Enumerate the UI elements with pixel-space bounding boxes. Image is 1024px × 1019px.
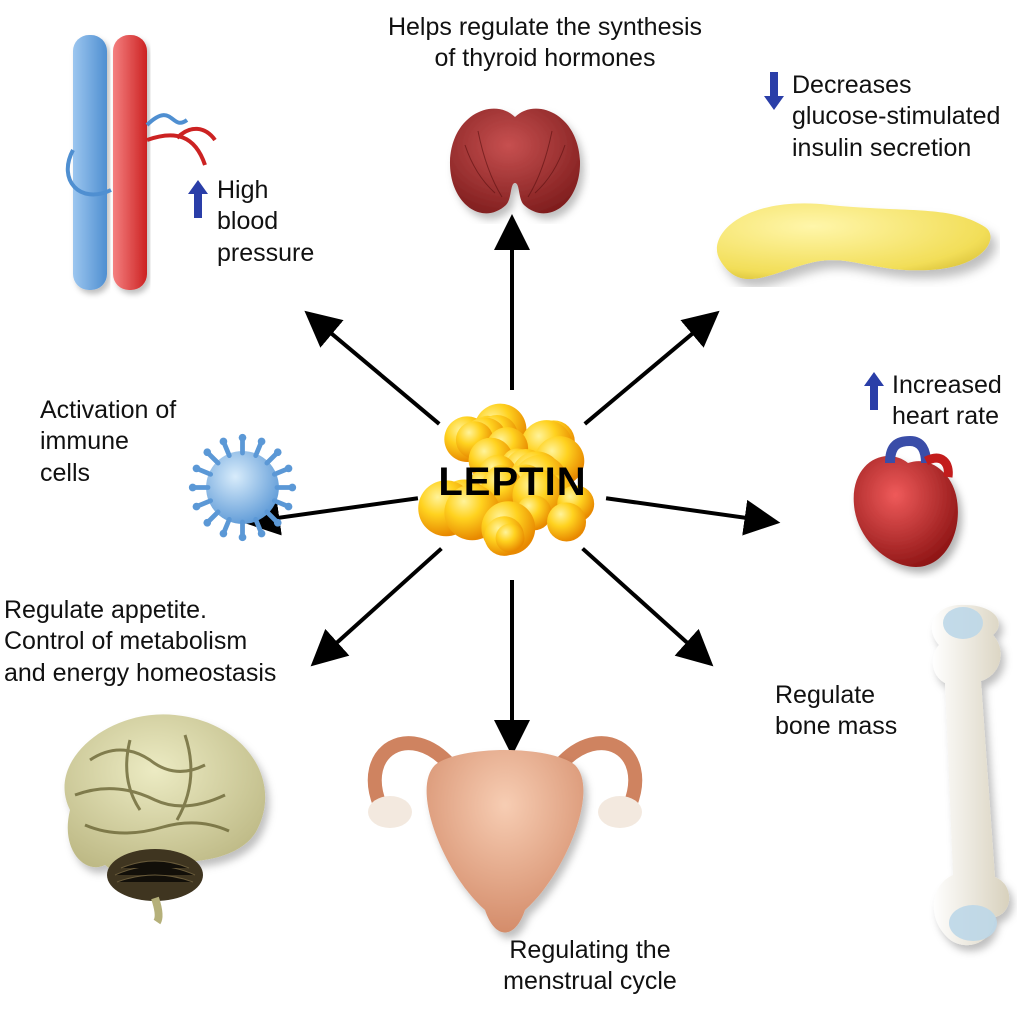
pancreas-icon	[700, 175, 1000, 325]
thyroid-icon	[440, 95, 590, 235]
immune-label: Activation ofimmunecells	[40, 395, 220, 489]
blood-vessels-icon	[55, 30, 225, 300]
leptin-diagram: LEPTIN	[0, 0, 1024, 1019]
heart-icon	[830, 435, 980, 585]
uterus-label: Regulating themenstrual cycle	[470, 935, 710, 998]
thyroid-label: Helps regulate the synthesisof thyroid h…	[365, 12, 725, 75]
bone-label: Regulatebone mass	[775, 680, 955, 743]
bone-icon	[895, 595, 1024, 965]
pancreas-label: Decreasesglucose-stimulatedinsulin secre…	[792, 70, 1022, 164]
brain-label: Regulate appetite.Control of metabolisma…	[4, 595, 304, 689]
down-arrow-icon	[764, 72, 784, 110]
heart-label: Increasedheart rate	[892, 370, 1024, 433]
center-label: LEPTIN	[430, 460, 595, 505]
up-arrow-icon	[188, 180, 208, 218]
uterus-icon	[340, 710, 670, 960]
up-arrow-icon	[864, 372, 884, 410]
vessels-label: Highbloodpressure	[217, 175, 357, 269]
brain-icon	[35, 700, 280, 925]
